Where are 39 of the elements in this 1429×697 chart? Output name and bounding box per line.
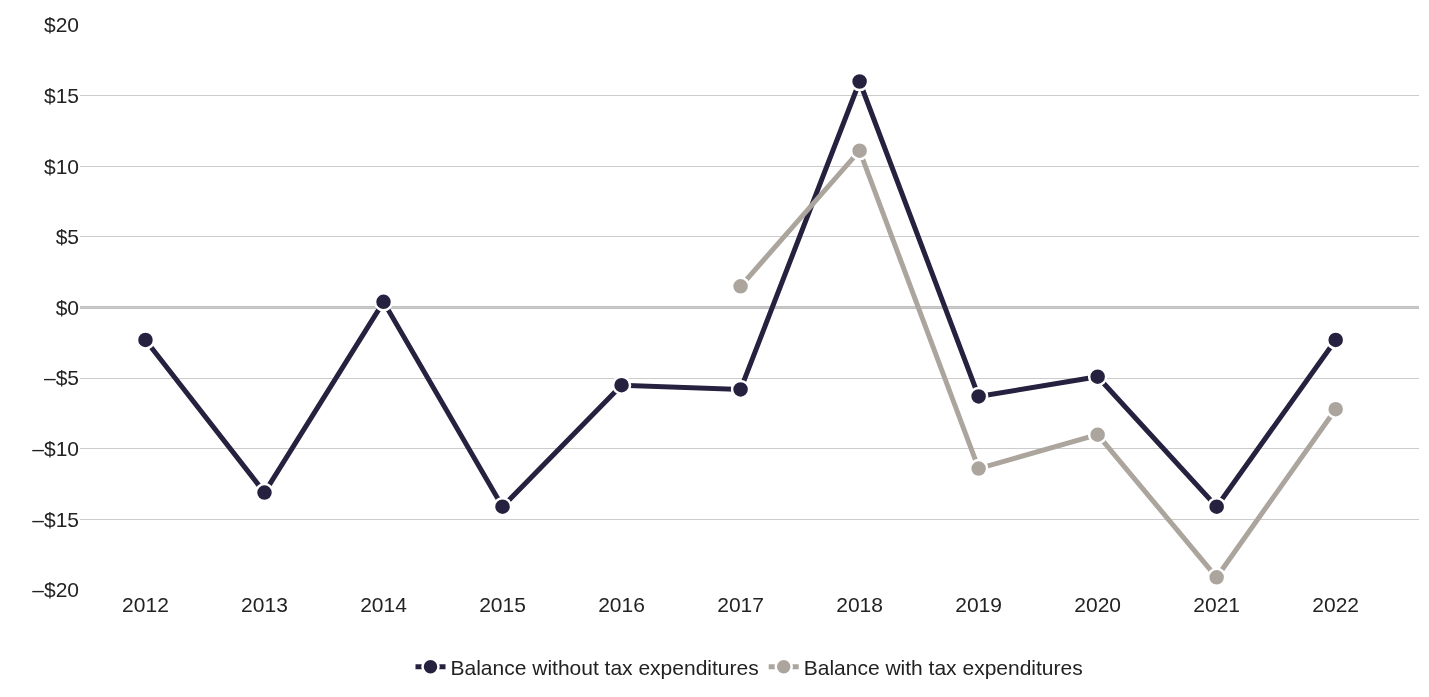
x-tick-label: 2016 bbox=[598, 593, 645, 616]
point bbox=[1325, 330, 1346, 350]
legend-label: Balance with tax expenditures bbox=[803, 655, 1083, 679]
x-tick-label: 2013 bbox=[241, 593, 288, 616]
point bbox=[968, 386, 989, 407]
point bbox=[254, 482, 275, 503]
x-tick-label: 2014 bbox=[360, 593, 408, 616]
point bbox=[492, 496, 513, 517]
point bbox=[730, 379, 751, 400]
point bbox=[135, 330, 156, 350]
point bbox=[1206, 567, 1227, 588]
point bbox=[1325, 399, 1346, 419]
x-tick-label: 2021 bbox=[1193, 593, 1241, 616]
point bbox=[968, 458, 989, 479]
x-tick-label: 2012 bbox=[122, 593, 169, 616]
x-tick-label: 2019 bbox=[955, 593, 1002, 616]
y-tick-label: $15 bbox=[43, 83, 79, 107]
x-tick-label: 2020 bbox=[1074, 593, 1121, 616]
y-tick-label: –$20 bbox=[32, 578, 79, 602]
x-tick-label: 2017 bbox=[717, 593, 764, 616]
y-tick-label: $10 bbox=[43, 154, 79, 178]
y-tick-label: –$5 bbox=[43, 366, 79, 390]
point bbox=[849, 140, 870, 161]
point bbox=[1087, 366, 1108, 387]
x-tick-label: 2015 bbox=[479, 593, 526, 616]
y-tick-label: $0 bbox=[55, 295, 79, 319]
x-tick-label: 2022 bbox=[1312, 593, 1360, 616]
point bbox=[611, 375, 632, 395]
point bbox=[1087, 424, 1108, 445]
point bbox=[849, 71, 870, 92]
y-tick-label: $20 bbox=[43, 13, 79, 37]
y-tick-label: –$15 bbox=[32, 507, 79, 531]
point bbox=[730, 276, 751, 297]
y-tick-label: $5 bbox=[55, 225, 79, 249]
point bbox=[1206, 496, 1227, 517]
y-tick-label: –$10 bbox=[32, 437, 79, 461]
point bbox=[373, 292, 394, 312]
x-tick-label: 2018 bbox=[836, 593, 883, 616]
legend-label: Balance without tax expenditures bbox=[450, 655, 759, 679]
